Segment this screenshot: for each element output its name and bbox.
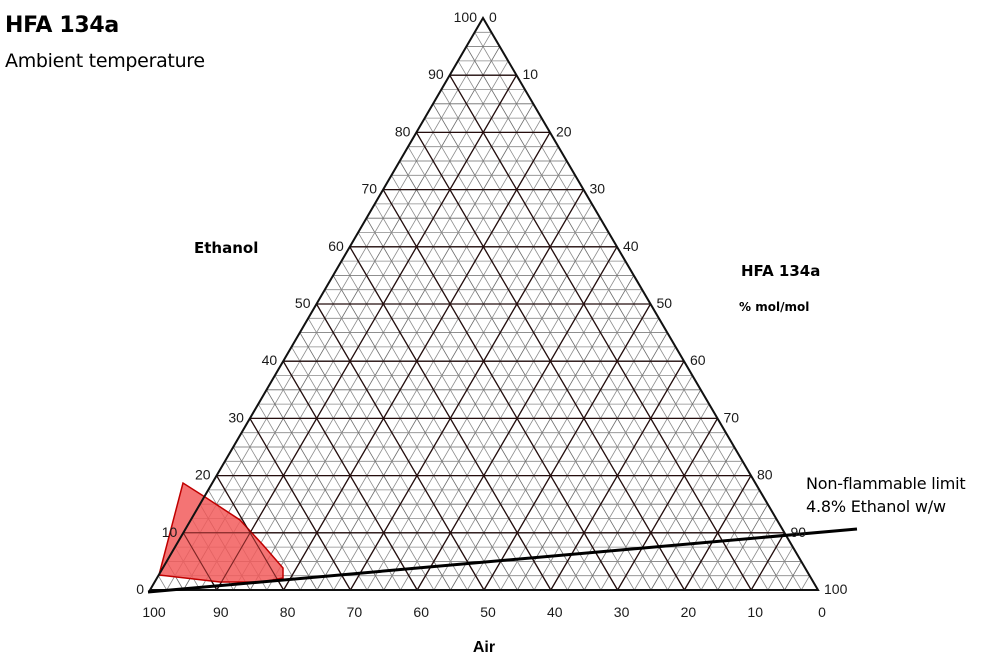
tick-label: 10 [162, 524, 178, 540]
tick-label: 0 [489, 9, 497, 25]
tick-label: 70 [362, 181, 378, 197]
grid-minor [157, 31, 810, 591]
limit-annotation-line2: 4.8% Ethanol w/w [806, 497, 946, 516]
air-axis-ticks: 100 90 80 70 60 50 40 30 20 10 0 [142, 604, 826, 620]
tick-label: 60 [690, 352, 706, 368]
tick-label: 60 [328, 238, 344, 254]
ethanol-axis-ticks: 0 10 20 30 40 50 60 70 80 90 100 [136, 9, 477, 597]
tick-label: 80 [395, 123, 411, 139]
tick-label: 20 [195, 467, 211, 483]
tick-label: 50 [480, 604, 496, 620]
hfa-axis-unit: % mol/mol [739, 300, 810, 314]
tick-label: 100 [454, 9, 478, 25]
tick-label: 50 [657, 295, 673, 311]
tick-label: 90 [791, 524, 807, 540]
tick-label: 30 [614, 604, 630, 620]
ethanol-axis-title: Ethanol [194, 239, 259, 257]
tick-label: 60 [413, 604, 429, 620]
tick-label: 40 [547, 604, 563, 620]
tick-label: 50 [295, 295, 311, 311]
tick-label: 90 [213, 604, 229, 620]
triangle-outline [148, 16, 820, 591]
non-flammable-limit-line [147, 527, 858, 594]
tick-label: 70 [724, 409, 740, 425]
tick-label: 70 [347, 604, 363, 620]
chart-title: HFA 134a [5, 13, 119, 38]
chart-subtitle: Ambient temperature [5, 50, 205, 72]
tick-label: 100 [142, 604, 166, 620]
air-axis-title: Air [473, 639, 495, 656]
limit-annotation-line1: Non-flammable limit [806, 474, 966, 493]
tick-label: 80 [757, 467, 773, 483]
tick-label: 40 [262, 352, 278, 368]
hfa-axis-title: HFA 134a [741, 262, 821, 280]
tick-label: 100 [824, 581, 848, 597]
tick-label: 30 [228, 409, 244, 425]
tick-label: 90 [428, 66, 444, 82]
tick-label: 0 [818, 604, 826, 620]
limit-annotation: Non-flammable limit 4.8% Ethanol w/w [806, 472, 966, 518]
tick-label: 0 [136, 581, 144, 597]
hfa-axis-ticks: 0 10 20 30 40 50 60 70 80 90 100 [489, 9, 848, 597]
tick-label: 80 [280, 604, 296, 620]
tick-label: 20 [556, 123, 572, 139]
tick-label: 40 [623, 238, 639, 254]
tick-label: 20 [681, 604, 697, 620]
tick-label: 30 [590, 181, 606, 197]
tick-label: 10 [747, 604, 763, 620]
grid-major-overlay [182, 74, 785, 591]
tick-label: 10 [523, 66, 539, 82]
